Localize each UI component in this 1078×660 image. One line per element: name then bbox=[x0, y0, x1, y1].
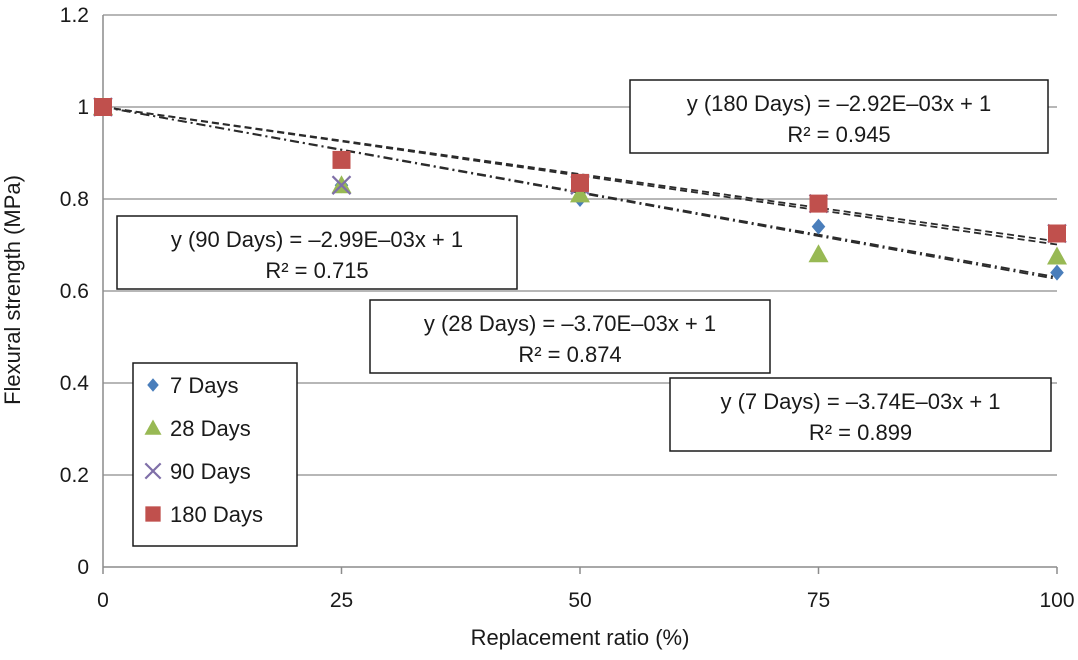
trendline-90-days bbox=[102, 106, 1058, 246]
equation-box-frame bbox=[629, 79, 1049, 154]
y-tick-label: 0.2 bbox=[60, 464, 89, 487]
point-7-days bbox=[1050, 264, 1064, 281]
legend-marker-7-days bbox=[147, 378, 159, 392]
legend: 7 Days 28 Days 90 Days 180 Days bbox=[132, 362, 298, 547]
legend-label-7-days: 7 Days bbox=[170, 373, 238, 398]
equation-box-eq180: y (180 Days) = –2.92E–03x + 1 R² = 0.945 bbox=[629, 79, 1049, 154]
point-180-days bbox=[1048, 224, 1066, 243]
point-7-days bbox=[811, 218, 826, 235]
y-axis-title: Flexural strength (MPa) bbox=[0, 175, 25, 405]
equation-text: y (7 Days) = –3.74E–03x + 1 bbox=[720, 389, 1000, 414]
r-squared-text: R² = 0.945 bbox=[787, 122, 890, 147]
equation-box-frame bbox=[116, 215, 518, 290]
point-180-days bbox=[94, 98, 112, 116]
equation-annotations: y (180 Days) = –2.92E–03x + 1R² = 0.945y… bbox=[116, 79, 1052, 452]
marker-x-stroke bbox=[331, 175, 352, 195]
x-axis-title: Replacement ratio (%) bbox=[471, 625, 690, 650]
equation-box-eq7: y (7 Days) = –3.74E–03x + 1 R² = 0.899 bbox=[669, 377, 1052, 452]
equation-box-eq28: y (28 Days) = –3.70E–03x + 1 R² = 0.874 bbox=[369, 299, 771, 374]
x-tick-label: 50 bbox=[568, 589, 591, 612]
legend-marker-180-days bbox=[145, 506, 161, 522]
r-squared-text: R² = 0.899 bbox=[809, 420, 912, 445]
y-tick-label: 0.8 bbox=[60, 188, 89, 211]
y-tick-label: 0.6 bbox=[60, 280, 89, 303]
legend-label-180-days: 180 Days bbox=[170, 502, 263, 527]
equation-box-eq90: y (90 Days) = –2.99E–03x + 1 R² = 0.715 bbox=[116, 215, 518, 290]
x-tick-label: 0 bbox=[97, 589, 109, 612]
legend-label-28-days: 28 Days bbox=[170, 416, 251, 441]
y-tick-label: 0 bbox=[77, 556, 89, 579]
data-points bbox=[93, 97, 1067, 281]
point-90-days bbox=[331, 175, 352, 195]
r-squared-text: R² = 0.874 bbox=[518, 342, 621, 367]
x-tick-label: 75 bbox=[807, 589, 830, 612]
point-180-days bbox=[332, 150, 351, 169]
trendlines bbox=[102, 106, 1058, 280]
legend-marker-28-days bbox=[144, 419, 162, 435]
equation-text: y (90 Days) = –2.99E–03x + 1 bbox=[171, 227, 463, 252]
equation-box-frame bbox=[669, 377, 1052, 452]
y-tick-label: 0.4 bbox=[60, 372, 90, 395]
legend-marker-90-days bbox=[144, 462, 162, 480]
equation-text: y (180 Days) = –2.92E–03x + 1 bbox=[687, 91, 992, 116]
x-tick-label: 100 bbox=[1039, 589, 1074, 612]
equation-text: y (28 Days) = –3.70E–03x + 1 bbox=[424, 311, 716, 336]
equation-box-frame bbox=[369, 299, 771, 374]
axes: 0 0.2 0.4 0.6 0.8 1 1.2 0 25 50 75 100 bbox=[60, 4, 1075, 612]
point-180-days bbox=[809, 194, 828, 213]
marker-x-stroke bbox=[144, 462, 162, 480]
point-28-days bbox=[570, 184, 590, 203]
x-tick-label: 25 bbox=[330, 589, 353, 612]
legend-label-90-days: 90 Days bbox=[170, 459, 251, 484]
point-180-days bbox=[571, 173, 589, 192]
y-tick-label: 1 bbox=[77, 96, 89, 119]
point-28-days bbox=[808, 244, 829, 263]
point-28-days bbox=[1047, 246, 1067, 265]
r-squared-text: R² = 0.715 bbox=[265, 258, 368, 283]
y-tick-label: 1.2 bbox=[60, 4, 89, 27]
